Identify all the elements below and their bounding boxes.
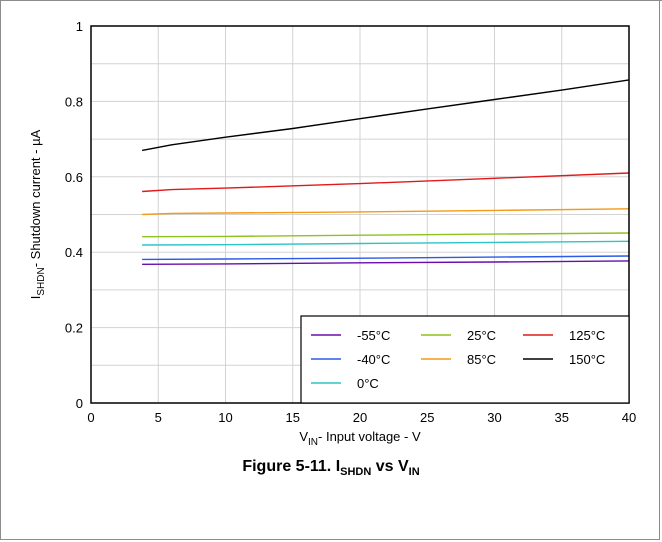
x-tick-label: 20 [353, 410, 367, 425]
x-tick-label: 0 [87, 410, 94, 425]
y-tick-label: 0 [76, 396, 83, 411]
legend-label: 125°C [569, 328, 605, 343]
y-tick-label: 0.8 [65, 94, 83, 109]
caption-sub1: SHDN [340, 466, 372, 479]
y-tick-label: 0.2 [65, 321, 83, 336]
y-tick-labels: 0 0.2 0.4 0.6 0.8 1 [65, 19, 83, 411]
y-axis-label: ISHDN- Shutdown current - µA [28, 129, 47, 299]
series-line [142, 172, 630, 193]
y-axis-label-rest: - Shutdown current - µA [28, 129, 43, 267]
series-layer [141, 79, 630, 265]
series-line [142, 240, 630, 246]
x-tick-label: 30 [487, 410, 501, 425]
caption-mid: vs V [371, 458, 409, 475]
x-tick-label: 15 [286, 410, 300, 425]
figure-caption: Figure 5-11. ISHDN vs VIN [0, 458, 662, 478]
x-tick-label: 35 [555, 410, 569, 425]
series-line [142, 255, 630, 261]
line-chart: 0 5 10 15 20 25 30 35 40 0 0.2 0.4 0.6 0.8 1 VIN- Inp… [28, 19, 636, 448]
y-tick-label: 0.4 [65, 245, 83, 260]
series-line [142, 232, 630, 238]
top-border [0, 0, 662, 1]
x-tick-label: 5 [155, 410, 162, 425]
x-tick-label: 25 [420, 410, 434, 425]
legend: -55°C 25°C 125°C -40°C 85°C 150°C 0°C [300, 315, 630, 404]
series-line [141, 79, 630, 152]
y-axis-label-sub: SHDN [36, 267, 47, 295]
y-axis-label-main: I [28, 296, 43, 300]
y-tick-label: 0.6 [65, 170, 83, 185]
x-axis-label-main: V [299, 429, 308, 444]
caption-sub2: IN [408, 466, 420, 479]
x-axis-label-sub: IN [308, 437, 318, 448]
x-axis-label-rest: - Input voltage - V [318, 429, 421, 444]
legend-label: -40°C [357, 352, 390, 367]
series-line [142, 208, 630, 216]
series-line [142, 260, 630, 265]
legend-label: -55°C [357, 328, 390, 343]
legend-box [300, 315, 630, 404]
x-tick-labels: 0 5 10 15 20 25 30 35 40 [87, 410, 636, 425]
x-tick-label: 40 [622, 410, 636, 425]
x-tick-label: 10 [218, 410, 232, 425]
legend-label: 150°C [569, 352, 605, 367]
legend-label: 25°C [467, 328, 496, 343]
legend-label: 85°C [467, 352, 496, 367]
y-tick-label: 1 [76, 19, 83, 34]
caption-prefix: Figure 5-11. I [242, 458, 341, 475]
x-axis-label: VIN- Input voltage - V [299, 429, 421, 448]
legend-label: 0°C [357, 376, 379, 391]
